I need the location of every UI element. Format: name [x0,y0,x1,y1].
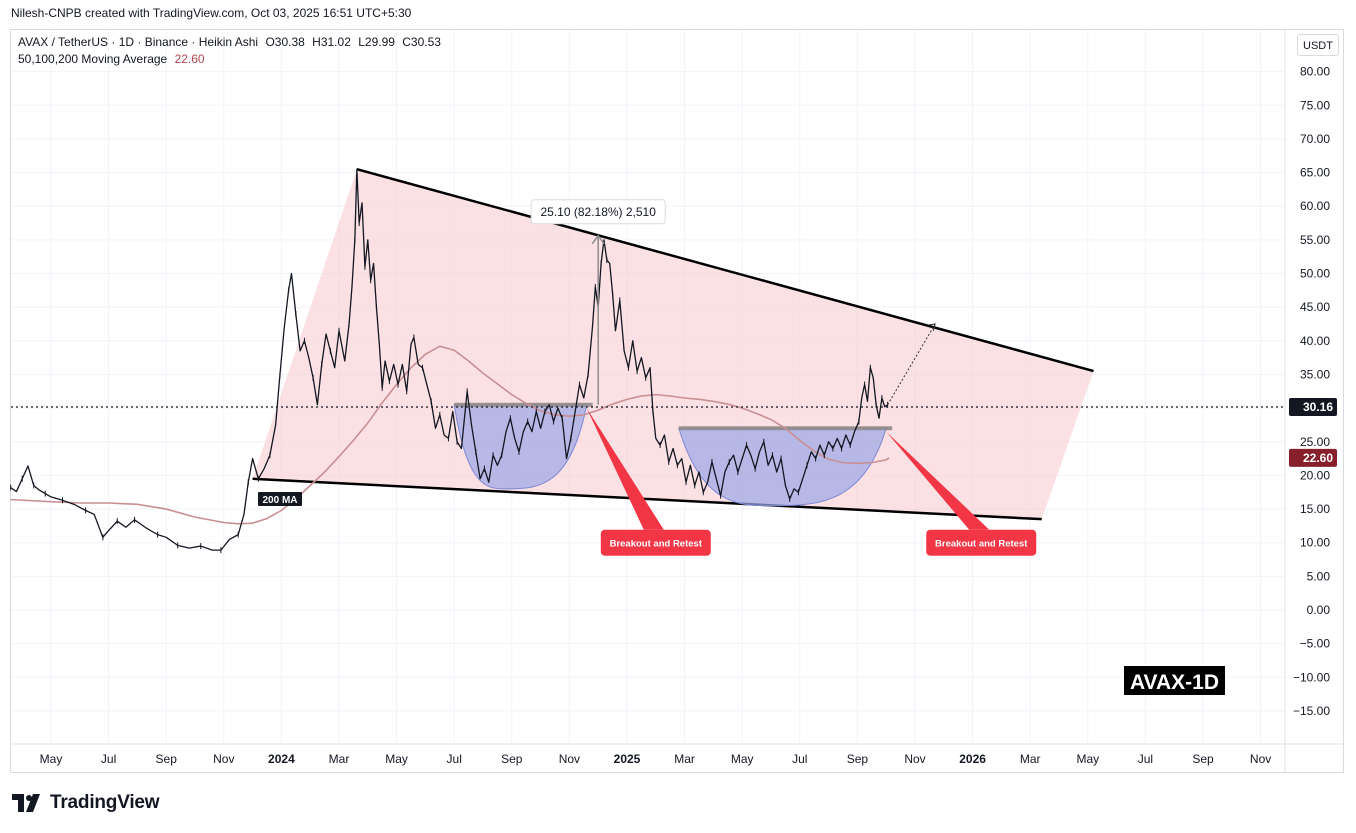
y-tick-label: 10.00 [1300,536,1330,550]
x-tick-label: Sep [501,752,523,766]
price-line [10,168,889,551]
y-tick-label: 5.00 [1307,569,1331,583]
chart-title: AVAX-1D [1130,671,1219,694]
x-tick-label: May [40,752,63,766]
symbol-name: AVAX / TetherUS · 1D · Binance · Heikin … [18,35,259,49]
y-tick-label: 50.00 [1300,267,1330,281]
measure-box [530,199,666,225]
x-tick-label: May [1076,752,1099,766]
ma-badge-label: 200 MA [262,495,297,506]
measure-label: 25.10 (82.18%) 2,510 [540,205,656,219]
y-tick-label: −5.00 [1300,637,1331,651]
ohlc-close: C30.53 [402,35,441,49]
callout-label-2: Breakout and Retest [935,539,1028,550]
wedge-lower-trendline [252,477,1042,521]
y-tick-label: 35.00 [1300,367,1330,381]
x-tick-label: Mar [329,752,350,766]
ma-badge [258,491,302,506]
callout-box-2 [926,529,1037,556]
y-tick-label: −15.00 [1293,704,1330,718]
x-tick-label: Sep [156,752,178,766]
x-tick-label: Mar [674,752,695,766]
chart-axes: 80.00 75.00 70.00 65.00 60.00 55.00 50.00 45.00… [11,30,1343,772]
y-tick-label: 0.00 [1307,603,1331,617]
y-tick-label: 40.00 [1300,334,1330,348]
currency-unit-button[interactable]: USDT [1297,34,1339,56]
x-tick-label: Jul [1138,752,1153,766]
x-tick-label: May [731,752,754,766]
x-tick-label: Jul [101,752,116,766]
ma200-line [10,345,890,525]
y-tick-label: 25.00 [1300,435,1330,449]
y-tick-label: 45.00 [1300,300,1330,314]
y-tick-label: 70.00 [1300,132,1330,146]
x-tick-label: Jul [447,752,462,766]
ohlc-open: O30.38 [265,35,305,49]
y-tick-label: 80.00 [1300,65,1330,79]
callout-pointer-1 [586,408,664,530]
x-tick-label: 2025 [614,752,641,766]
indicator-name: 50,100,200 Moving Average [18,52,168,66]
price-series [10,168,889,554]
tradingview-logo-icon [12,794,42,812]
projection-arrowhead [928,323,936,332]
x-tick-label: Sep [847,752,869,766]
y-tick-label: 55.00 [1300,233,1330,247]
chart-title-badge [1124,666,1225,695]
y-tick-label: 60.00 [1300,199,1330,213]
x-tick-label: May [385,752,408,766]
chart-frame [10,29,1344,773]
x-tick-label: Mar [1020,752,1041,766]
x-tick-label: Jul [792,752,807,766]
symbol-legend[interactable]: AVAX / TetherUS · 1D · Binance · Heikin … [18,35,445,49]
indicator-value: 22.60 [174,52,205,66]
tradingview-brand-name: TradingView [50,792,160,813]
callout-pointer-2 [886,431,990,530]
moving-average [10,345,890,525]
callout-label-1: Breakout and Retest [610,539,703,550]
ohlc-high: H31.02 [312,35,351,49]
ma-price-tag [1289,448,1337,467]
chart-credit: Nilesh-CNPB created with TradingView.com… [11,6,412,20]
y-tick-label: 15.00 [1300,502,1330,516]
chart-annotations: 200 MA 25.10 (82.18%) 2,510 Breakout and R… [11,199,1285,695]
y-tick-label: 20.00 [1300,468,1330,482]
x-tick-label: 2026 [959,752,986,766]
ohlc-low: L29.99 [358,35,395,49]
ma-price-label: 22.60 [1303,451,1333,465]
y-tick-label: −10.00 [1293,670,1330,684]
x-tick-label: Nov [1250,752,1271,766]
current-price-tag [1289,398,1337,417]
indicator-legend[interactable]: 50,100,200 Moving Average 22.60 [18,52,209,66]
current-price-label: 30.16 [1303,400,1333,414]
x-tick-label: Nov [213,752,234,766]
y-tick-label: 65.00 [1300,166,1330,180]
x-tick-label: Sep [1192,752,1214,766]
x-tick-label: 2024 [268,752,295,766]
measure-arrowhead [591,234,605,245]
x-tick-label: Nov [904,752,925,766]
wedge-upper-trendline [356,167,1094,373]
y-tick-label: 75.00 [1300,98,1330,112]
tradingview-brand[interactable]: TradingView [12,792,160,814]
callout-box-1 [600,529,711,556]
x-tick-label: Nov [559,752,580,766]
